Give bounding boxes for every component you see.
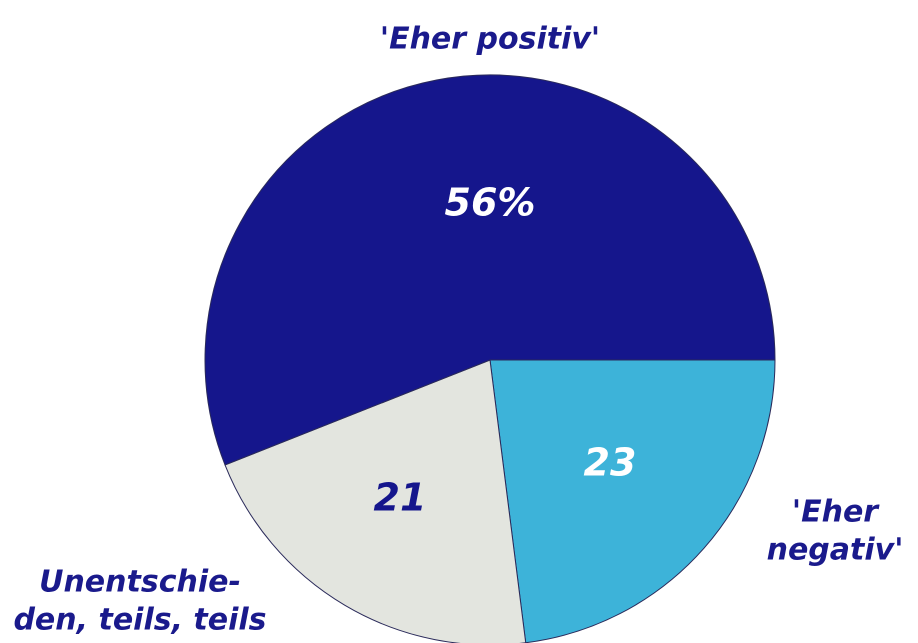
value-label: 23 [584, 441, 637, 485]
pie-slice [489, 359, 776, 643]
category-label: Unentschie- [39, 565, 241, 600]
category-label: negativ' [767, 533, 904, 568]
category-label: 'Eher positiv' [380, 22, 600, 57]
pie-slice [204, 74, 776, 466]
pie-slice [224, 359, 527, 643]
category-label: den, teils, teils [13, 603, 266, 638]
value-label: 56% [445, 181, 536, 225]
value-label: 21 [374, 476, 427, 520]
category-label: 'Eher [792, 495, 880, 530]
